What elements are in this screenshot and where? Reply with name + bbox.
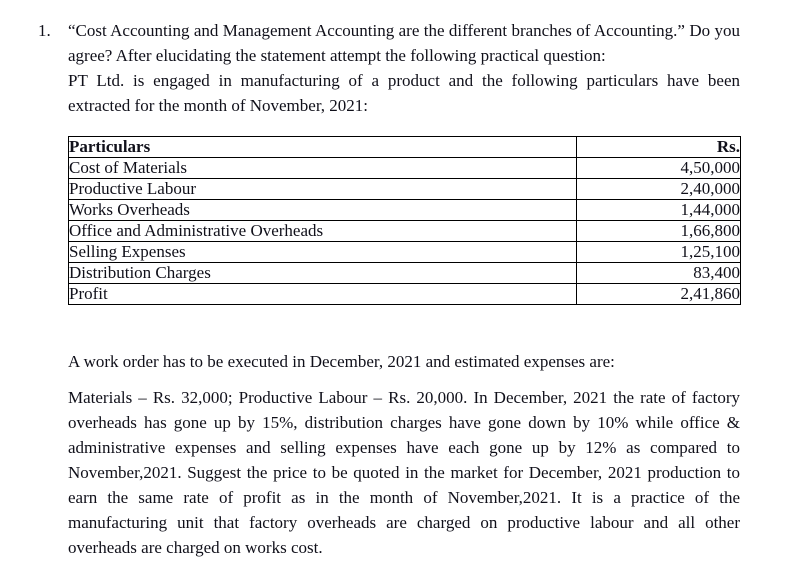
particulars-table-body: Cost of Materials 4,50,000 Productive Labo… xyxy=(68,157,741,305)
question-content: “Cost Accounting and Management Accounti… xyxy=(68,18,741,560)
amount-cell: 1,25,100 xyxy=(576,241,741,263)
table-row: Profit 2,41,860 xyxy=(68,283,741,305)
table-row: Selling Expenses 1,25,100 xyxy=(68,241,741,263)
particulars-cell: Cost of Materials xyxy=(68,157,577,179)
table-row: Cost of Materials 4,50,000 xyxy=(68,157,741,179)
amount-cell: 83,400 xyxy=(576,262,741,284)
intro-paragraph-1: “Cost Accounting and Management Accounti… xyxy=(68,21,740,65)
work-order-line: A work order has to be executed in Decem… xyxy=(68,352,615,371)
particulars-table-header: Particulars Rs. xyxy=(68,136,741,158)
amount-cell: 4,50,000 xyxy=(576,157,741,179)
particulars-table: Particulars Rs. Cost of Materials 4,50,00… xyxy=(68,136,741,305)
particulars-cell: Profit xyxy=(68,283,577,305)
intro-paragraph-2: PT Ltd. is engaged in manufacturing of a… xyxy=(68,71,740,115)
particulars-cell: Works Overheads xyxy=(68,199,577,221)
particulars-cell: Selling Expenses xyxy=(68,241,577,263)
table-row: Office and Administrative Overheads 1,66,… xyxy=(68,220,741,242)
amount-cell: 1,66,800 xyxy=(576,220,741,242)
amount-cell: 2,40,000 xyxy=(576,178,741,200)
header-particulars: Particulars xyxy=(68,136,577,158)
table-row: Works Overheads 1,44,000 xyxy=(68,199,741,221)
details-paragraph: Materials – Rs. 32,000; Productive Labou… xyxy=(68,388,740,557)
amount-cell: 1,44,000 xyxy=(576,199,741,221)
particulars-cell: Office and Administrative Overheads xyxy=(68,220,577,242)
particulars-cell: Distribution Charges xyxy=(68,262,577,284)
table-row: Distribution Charges 83,400 xyxy=(68,262,741,284)
question-block: 1. “Cost Accounting and Management Accou… xyxy=(38,18,741,560)
table-header-row: Particulars Rs. xyxy=(68,136,741,158)
table-row: Productive Labour 2,40,000 xyxy=(68,178,741,200)
question-number: 1. xyxy=(38,21,51,40)
header-rs: Rs. xyxy=(576,136,741,158)
amount-cell: 2,41,860 xyxy=(576,283,741,305)
particulars-cell: Productive Labour xyxy=(68,178,577,200)
